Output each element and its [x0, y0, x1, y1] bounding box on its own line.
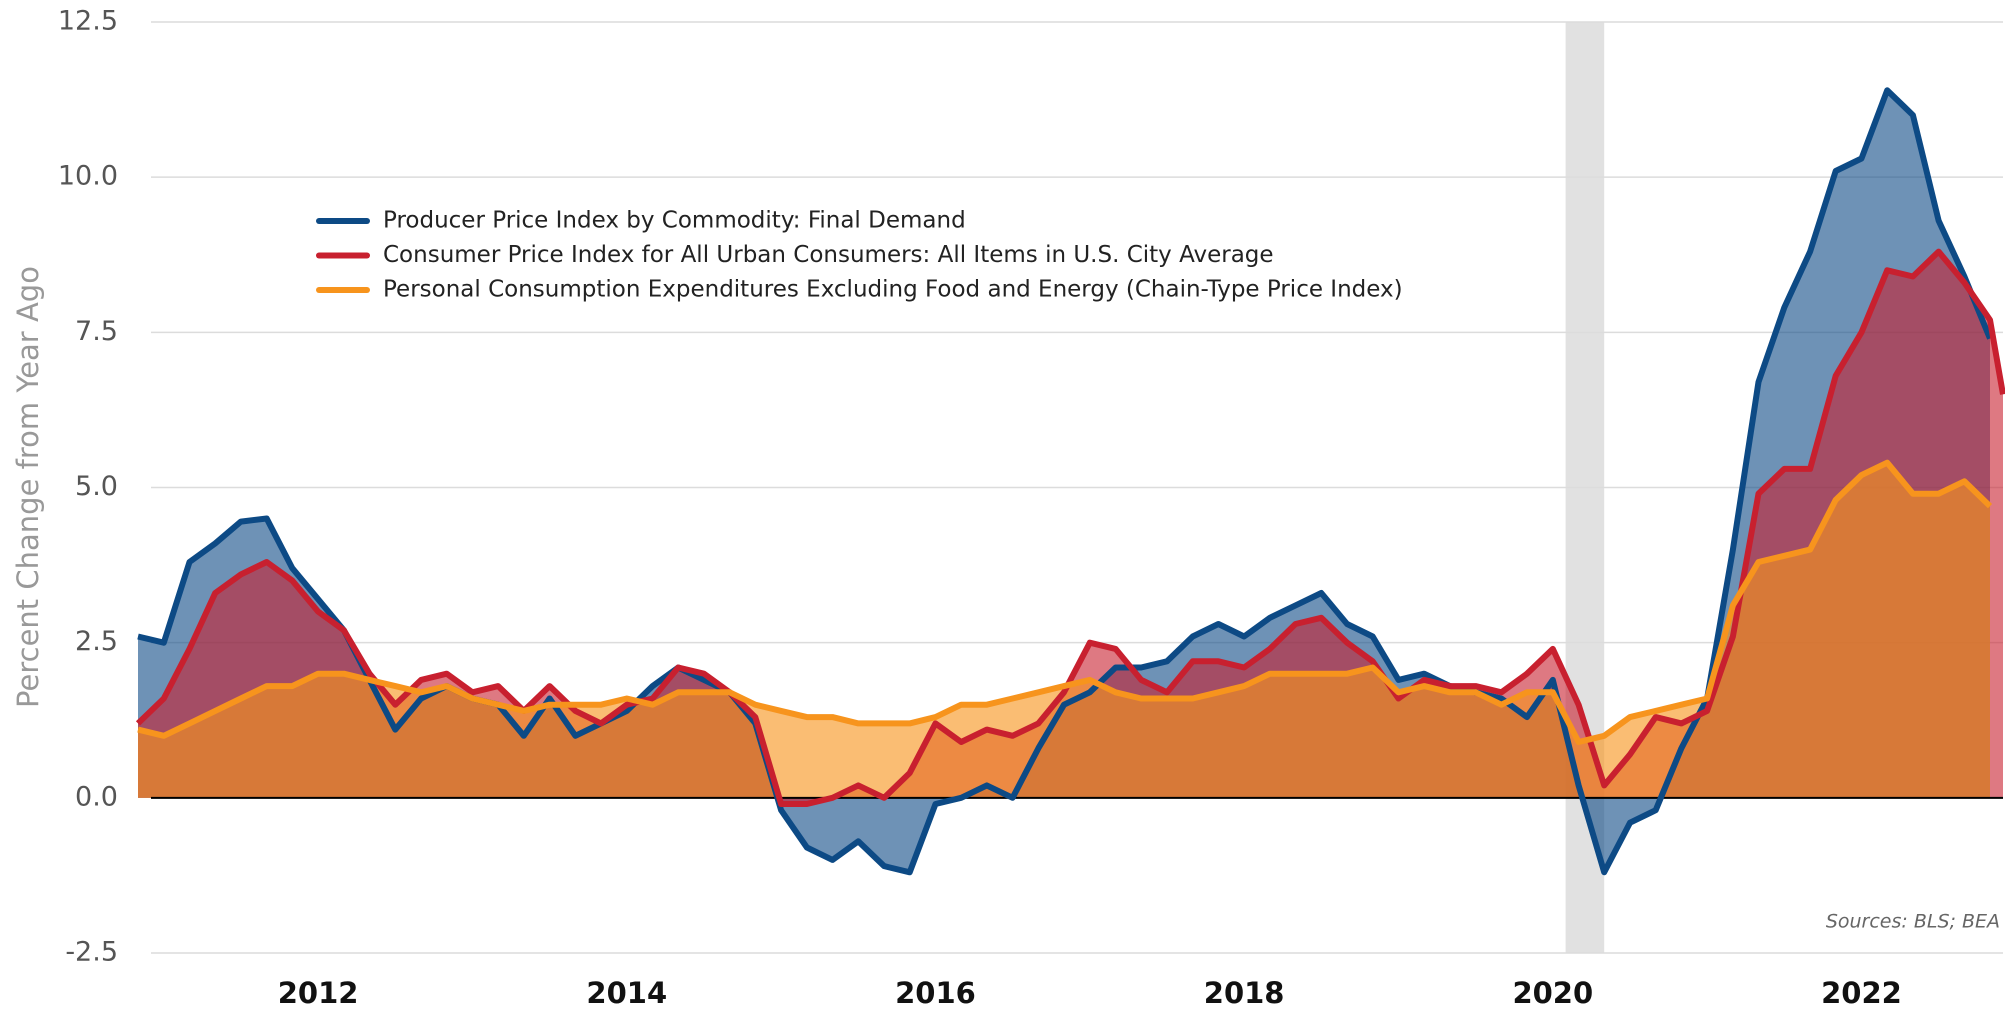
y-tick-label: 7.5: [75, 316, 118, 347]
x-tick-label: 2016: [895, 976, 976, 1010]
x-tick-label: 2014: [586, 976, 667, 1010]
y-tick-label: -2.5: [65, 937, 118, 968]
y-tick-label: 2.5: [75, 626, 118, 657]
x-tick-label: 2018: [1204, 976, 1285, 1010]
y-axis-label: Percent Change from Year Ago: [11, 266, 45, 708]
y-tick-label: 5.0: [75, 471, 118, 502]
legend-label: Personal Consumption Expenditures Exclud…: [383, 277, 1403, 303]
x-tick-label: 2020: [1512, 976, 1593, 1010]
series-line: [135, 248, 2005, 807]
x-tick-label: 2022: [1821, 976, 1902, 1010]
y-tick-label: 12.5: [58, 6, 118, 37]
source-note: Sources: BLS; BEA: [1826, 911, 2000, 933]
y-tick-label: 10.0: [58, 161, 118, 192]
series-area: [138, 462, 1990, 798]
series-line: [137, 459, 1993, 745]
legend-label: Consumer Price Index for All Urban Consu…: [383, 242, 1274, 268]
x-tick-label: 2012: [278, 976, 359, 1010]
legend-label: Producer Price Index by Commodity: Final…: [383, 208, 966, 234]
y-tick-label: 0.0: [75, 781, 118, 812]
